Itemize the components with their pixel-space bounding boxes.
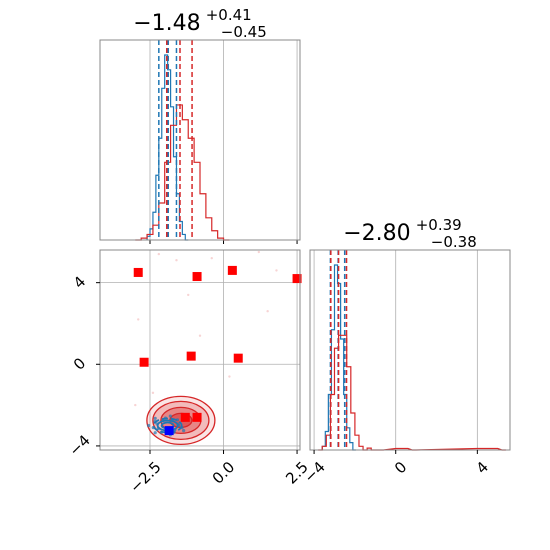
faint-sample-point [266,310,269,313]
red-square-marker [192,412,202,422]
blue-sample-point [161,418,165,423]
blue-sample-point [151,426,155,430]
faint-sample-point [151,391,155,395]
blue-sample-point [147,423,151,428]
tick-label-x-2d: 0.0 [209,458,239,488]
axes-frame-param1 [99,39,301,241]
faint-sample-point [257,250,261,254]
blue-sample-point [173,428,177,432]
axes-frame-param2 [309,249,511,451]
faint-sample-point [228,375,231,378]
blue-sample-point [180,426,184,430]
faint-sample-point [175,259,178,262]
faint-sample-point [198,334,202,337]
histogram-panel-param2: −4 0 4 [300,249,511,486]
title-param1: −1.48 +0.41 −0.45 [133,5,267,41]
faint-sample-point [275,269,278,272]
axes-frame-2d [99,249,301,451]
blue-sample-point [153,416,157,420]
2d-density-panel: −2.5 0.0 2.540−4 [65,249,312,497]
faint-sample-point [134,403,137,407]
contour-blue-level-1 [152,417,183,434]
histogram-red-param1 [135,104,230,241]
blue-sample-point [176,422,180,426]
red-square-marker [133,267,143,277]
red-square-marker [292,274,302,284]
title-param2: −2.80 +0.39 −0.38 [343,215,477,251]
red-square-marker [227,265,237,275]
red-square-marker [233,353,243,363]
blue-sample-point [155,422,159,426]
blue-sample-point [156,426,160,431]
blue-sample-point [168,414,172,418]
tick-label-x-param2: 0 [391,458,410,477]
red-square-marker [139,357,149,367]
tick-label-x-param2: 4 [473,458,492,477]
faint-sample-point [157,252,161,256]
histogram-panel-param1 [99,39,301,244]
blue-sample-point [182,429,186,433]
tick-label-y-2d: 4 [70,273,89,292]
red-square-marker [192,272,202,282]
red-square-marker [186,351,196,361]
blue-sample-point [170,418,174,423]
red-square-marker [180,412,190,422]
tick-label-y-2d: −4 [65,431,93,459]
tick-label-x-2d: −2.5 [126,458,164,496]
blue-sample-point [159,430,164,434]
blue-sample-point [175,418,180,422]
faint-sample-point [187,293,190,297]
blue-square-marker [164,426,174,436]
blue-sample-point [153,419,157,424]
blue-sample-point [153,431,157,435]
tick-label-y-2d: 0 [70,354,89,373]
histogram-blue-param1 [146,54,189,241]
blue-sample-point [163,416,168,420]
tick-label-x-param2: −4 [300,458,328,486]
histogram-red-param2 [318,334,506,451]
faint-sample-point [137,318,140,321]
faint-sample-point [210,256,213,260]
